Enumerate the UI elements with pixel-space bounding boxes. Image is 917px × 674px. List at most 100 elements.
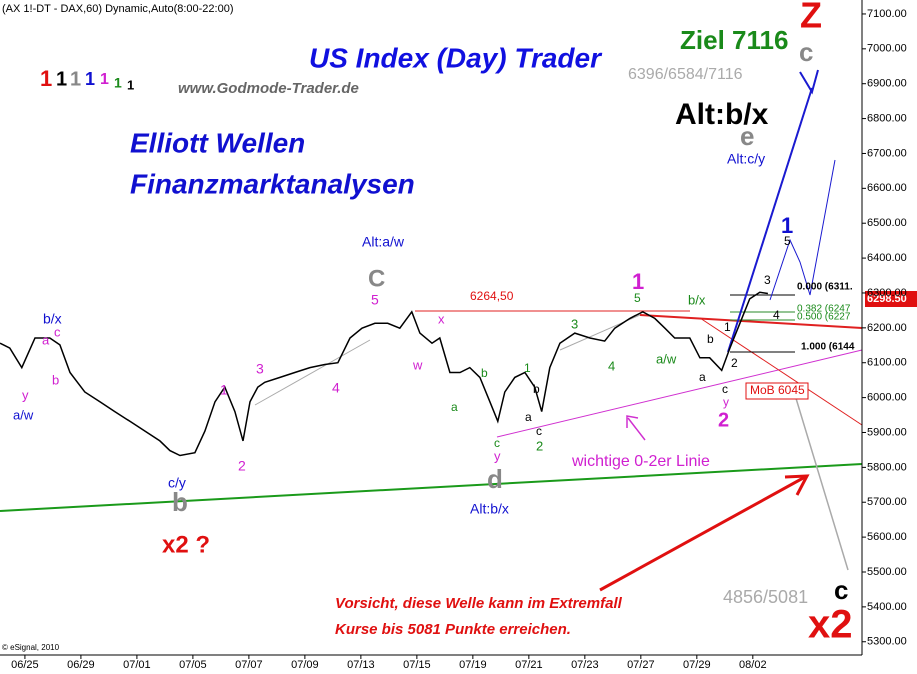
annotation: 2 <box>238 458 246 474</box>
annotation: e <box>740 121 754 151</box>
annotation: 1 <box>632 269 644 294</box>
trend-line <box>699 317 863 426</box>
annotation: c <box>834 575 848 605</box>
x-tick-label: 07/19 <box>459 659 487 671</box>
annotation: Finanzmarktanalysen <box>130 168 415 199</box>
x-tick-label: 07/01 <box>123 659 151 671</box>
annotation: a <box>699 370 706 384</box>
annotation: a/w <box>13 407 34 422</box>
annotation: y <box>723 395 729 409</box>
annotation: y <box>22 387 29 402</box>
annotation: a <box>451 400 458 414</box>
trend-line <box>0 463 863 512</box>
annotation: 0.382 (6247 <box>797 304 851 315</box>
chart-title: US Index (Day) Trader <box>309 42 603 73</box>
annotation: 6264,50 <box>470 289 514 303</box>
annotation: 0.000 (6311. <box>797 282 853 293</box>
channel-line <box>254 339 371 406</box>
annotation: b/x <box>43 311 62 327</box>
annotation: x2 ? <box>162 531 210 558</box>
annotation: w <box>412 357 423 372</box>
annotation: c <box>536 424 542 438</box>
last-price: 6298.50 <box>867 293 907 305</box>
annotation: 3 <box>764 273 771 287</box>
y-tick-label: 6500.00 <box>867 217 907 229</box>
annotation: Alt:b/x <box>675 98 769 131</box>
annotation: 2 <box>536 438 543 453</box>
arrow-head <box>799 69 819 95</box>
annotation: c <box>722 382 728 396</box>
annotation: 4 <box>608 358 615 373</box>
y-tick-label: 6800.00 <box>867 112 907 124</box>
annotation: b <box>52 372 59 387</box>
annotation: 1 <box>100 71 109 88</box>
annotation: 1 <box>781 213 793 238</box>
x-tick-label: 07/07 <box>235 659 263 671</box>
x-tick-label: 07/21 <box>515 659 543 671</box>
annotation: 1 <box>85 69 95 89</box>
arrow <box>599 475 806 592</box>
annotation: c <box>54 324 61 339</box>
annotation: 2 <box>731 356 738 370</box>
annotation: b <box>172 487 188 517</box>
annotation: 5 <box>371 292 379 308</box>
annotation: c <box>494 436 500 450</box>
annotation: Alt:b/x <box>470 501 509 517</box>
y-tick-label: 7000.00 <box>867 43 907 55</box>
x-tick-label: 06/29 <box>67 659 95 671</box>
x-tick-label: 08/02 <box>739 659 767 671</box>
arrow <box>627 417 646 441</box>
annotation: 1.000 (6144 <box>801 342 855 353</box>
x-tick-label: 06/25 <box>11 659 39 671</box>
annotation: d <box>487 464 503 494</box>
x-tick-label: 07/27 <box>627 659 655 671</box>
y-tick-label: 5700.00 <box>867 496 907 508</box>
subtitle: www.Godmode-Trader.de <box>178 80 359 97</box>
x-tick-label: 07/23 <box>571 659 599 671</box>
y-tick-label: 6300.00 <box>867 287 907 299</box>
x-tick-label: 07/05 <box>179 659 207 671</box>
annotation: b/x <box>688 292 706 307</box>
annotation: y <box>494 448 501 463</box>
projection-arrow <box>727 87 813 353</box>
annotation: Vorsicht, diese Welle kann im Extremfall <box>335 595 623 612</box>
y-tick-label: 6000.00 <box>867 392 907 404</box>
annotation: 0.500 (6227 <box>797 312 851 323</box>
label-box <box>745 382 809 400</box>
projection-path <box>769 159 836 301</box>
y-tick-label: 5300.00 <box>867 636 907 648</box>
y-tick-label: 5900.00 <box>867 426 907 438</box>
y-tick-label: 5600.00 <box>867 531 907 543</box>
annotation: Z <box>800 0 822 36</box>
annotation: wichtige 0-2er Linie <box>571 453 710 470</box>
annotation: x <box>438 311 445 326</box>
header: (AX 1!-DT - DAX,60) Dynamic,Auto(8:00-22… <box>2 3 234 15</box>
annotation: a <box>525 410 532 424</box>
x-tick-label: 07/29 <box>683 659 711 671</box>
y-tick-label: 7100.00 <box>867 8 907 20</box>
annotation: Elliott Wellen <box>130 127 305 158</box>
annotation: 5 <box>634 291 641 305</box>
y-tick-label: 6600.00 <box>867 182 907 194</box>
annotation: Alt:c/y <box>727 151 765 167</box>
annotation: 4 <box>332 380 340 396</box>
annotation: Alt:a/w <box>362 234 405 250</box>
y-tick-label: 6700.00 <box>867 147 907 159</box>
annotation: MoB 6045 <box>750 383 805 397</box>
annotation: 1 <box>127 77 134 92</box>
annotation: 3 <box>571 316 578 331</box>
arrow-head <box>784 474 810 496</box>
y-tick-label: 6100.00 <box>867 357 907 369</box>
annotation: 1 <box>70 68 81 90</box>
y-tick-label: 5500.00 <box>867 566 907 578</box>
annotation: Kurse bis 5081 Punkte erreichen. <box>335 621 571 638</box>
x-tick-label: 07/09 <box>291 659 319 671</box>
annotation: b <box>707 332 714 346</box>
annotation: 4 <box>773 308 780 322</box>
trend-line <box>496 349 863 438</box>
annotation: x2 <box>808 603 853 647</box>
annotation: b <box>481 366 488 380</box>
annotation: c/y <box>168 475 186 491</box>
annotation: 1 <box>40 66 52 91</box>
